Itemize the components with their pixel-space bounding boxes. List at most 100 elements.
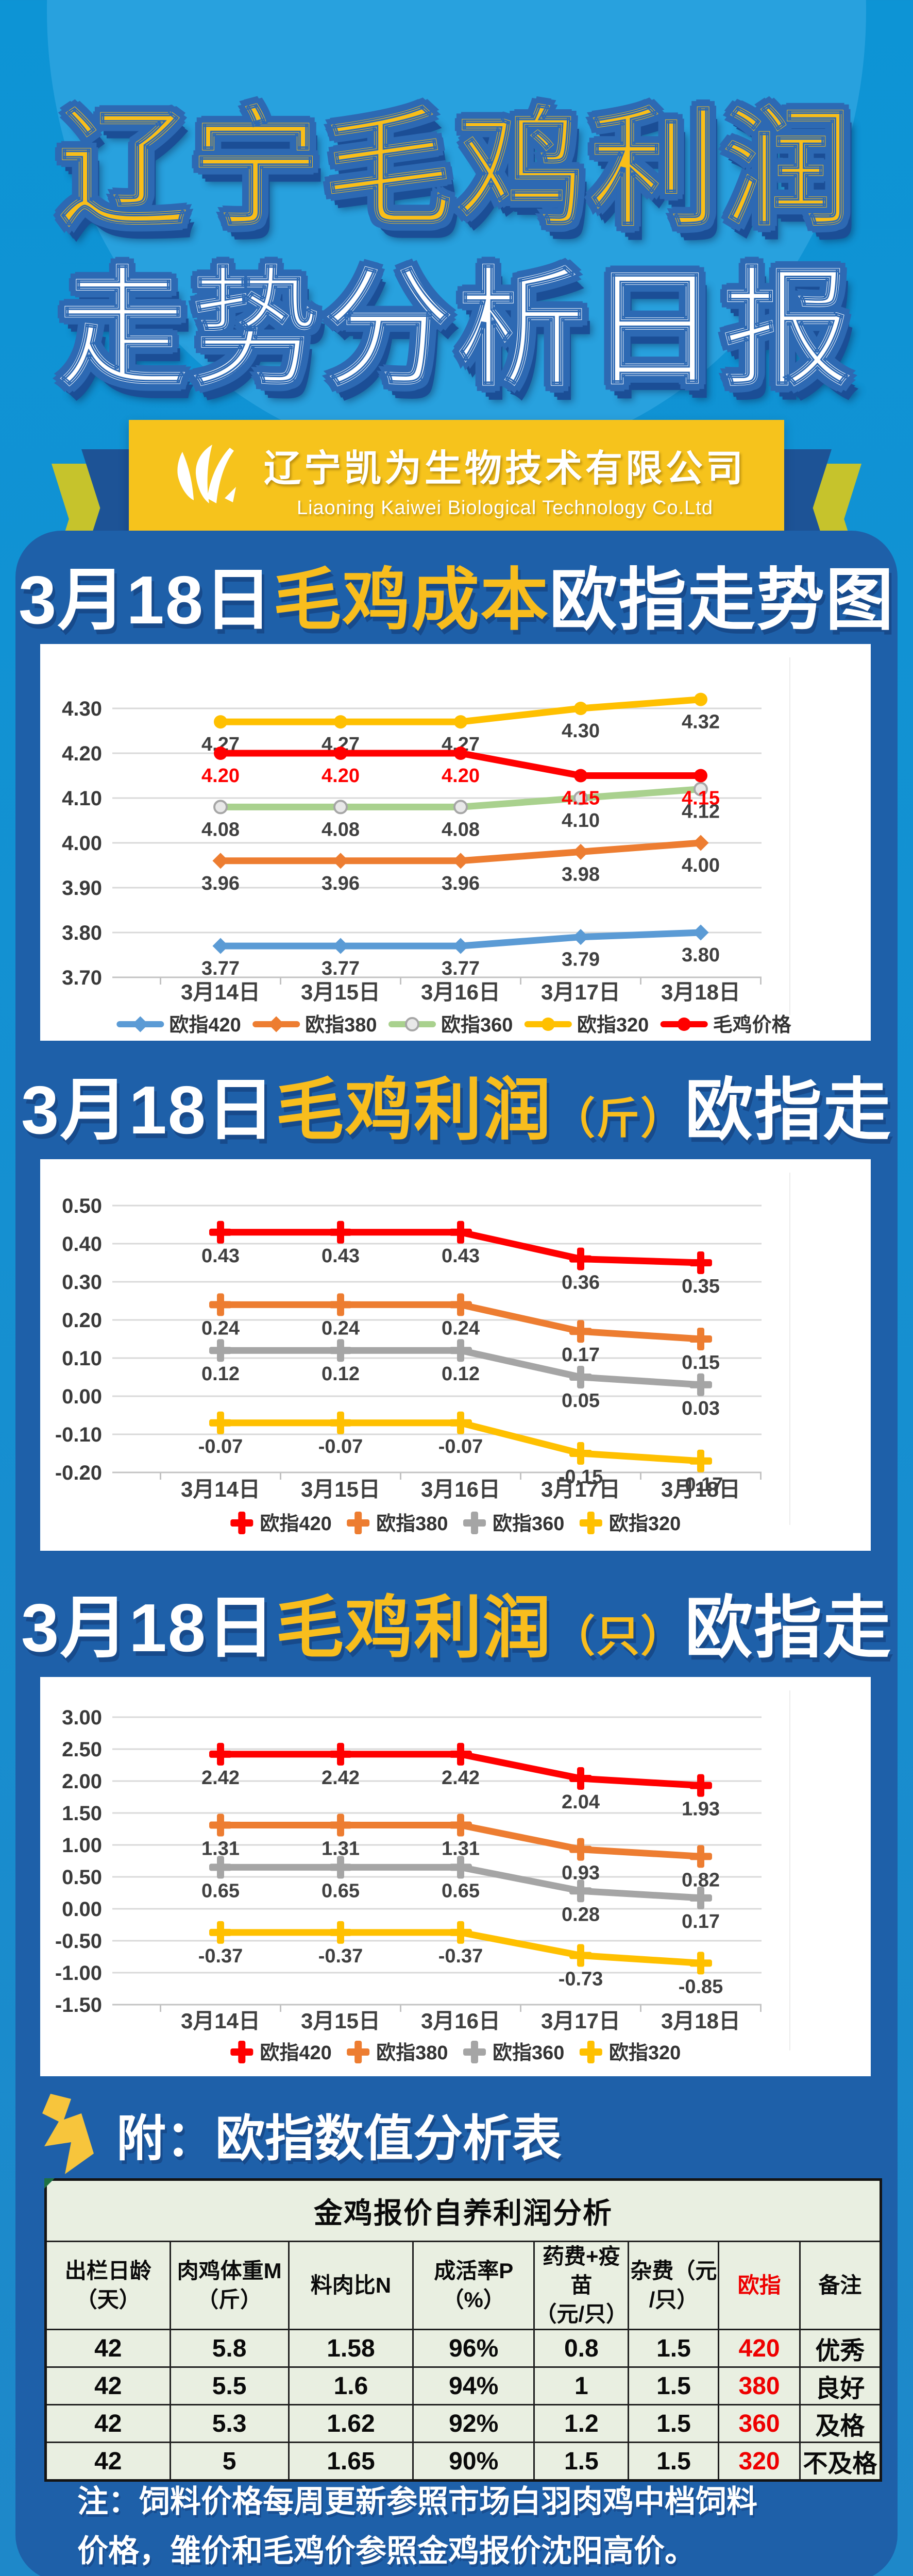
- svg-text:0.28: 0.28: [562, 1904, 600, 1925]
- table-cell: 42: [45, 2442, 171, 2481]
- note-line-2: 价格，雏价和毛鸡价参照金鸡报价沈阳高价。: [77, 2534, 696, 2568]
- svg-text:3月16日: 3月16日: [421, 980, 500, 1004]
- table-cell: 1.62: [288, 2404, 414, 2443]
- table-cell: 5.3: [169, 2404, 290, 2443]
- svg-text:0.65: 0.65: [201, 1880, 240, 1902]
- table-header-row: 出栏日龄 （天） 肉鸡体重M （斤） 料肉比N 成活率P （%） 药费+疫苗 （元/只）…: [45, 2241, 882, 2330]
- svg-text:1.50: 1.50: [62, 1802, 102, 1825]
- svg-text:-0.17: -0.17: [679, 1474, 723, 1496]
- svg-text:欧指320: 欧指320: [577, 1014, 649, 1036]
- svg-text:0.00: 0.00: [62, 1385, 102, 1408]
- table-cell: 92%: [412, 2404, 535, 2443]
- table-cell: 良好: [799, 2366, 882, 2405]
- svg-text:欧指380: 欧指380: [305, 1014, 377, 1036]
- section-title-part: 欧指走势图: [549, 562, 895, 638]
- table-title-row: 金鸡报价自养利润分析: [45, 2179, 882, 2242]
- table-header-cell: 备注: [799, 2241, 882, 2330]
- svg-text:3月17日: 3月17日: [541, 2009, 620, 2033]
- section-title-part: 3月18日: [21, 1072, 276, 1148]
- table-row: 42 5.3 1.62 92% 1.2 1.5 360 及格: [45, 2404, 882, 2443]
- profit-per-bird-chart: 3.00 2.50 2.00 1.50 1.00 0.50 0.00 -0.50 -1.00 -1…: [55, 1690, 790, 2064]
- svg-text:-0.37: -0.37: [318, 1945, 363, 1967]
- svg-text:3月18日: 3月18日: [661, 2009, 740, 2033]
- svg-text:0.50: 0.50: [62, 1866, 102, 1889]
- table-row: 42 5.5 1.6 94% 1 1.5 380 良好: [45, 2366, 882, 2405]
- svg-text:3月14日: 3月14日: [181, 1477, 260, 1501]
- svg-text:欧指380: 欧指380: [376, 2042, 448, 2064]
- table-header-cell: 成活率P （%）: [412, 2241, 535, 2330]
- table-title: 金鸡报价自养利润分析: [45, 2179, 882, 2242]
- svg-text:3月16日: 3月16日: [421, 1477, 500, 1501]
- svg-text:3月15日: 3月15日: [301, 980, 380, 1004]
- svg-text:4.08: 4.08: [442, 819, 480, 840]
- svg-text:0.20: 0.20: [62, 1309, 102, 1332]
- svg-text:-0.07: -0.07: [438, 1436, 483, 1458]
- svg-text:4.10: 4.10: [62, 787, 102, 810]
- svg-text:0.12: 0.12: [201, 1363, 240, 1385]
- svg-text:2.42: 2.42: [201, 1767, 240, 1789]
- table-header-cell: 杂费（元 /只）: [628, 2241, 720, 2330]
- svg-text:3.98: 3.98: [562, 863, 600, 885]
- svg-text:4.08: 4.08: [201, 819, 240, 840]
- svg-text:4.10: 4.10: [562, 810, 600, 832]
- svg-text:2.42: 2.42: [322, 1767, 360, 1789]
- svg-text:-1.00: -1.00: [55, 1962, 102, 1985]
- svg-text:0.50: 0.50: [62, 1195, 102, 1217]
- svg-text:-0.20: -0.20: [55, 1462, 102, 1484]
- table-header-cell: 欧指: [718, 2241, 801, 2330]
- table-cell: 不及格: [799, 2442, 882, 2481]
- svg-text:0.43: 0.43: [442, 1245, 480, 1267]
- table-cell: 5.8: [169, 2329, 290, 2368]
- table-header-cell: 料肉比N: [288, 2241, 414, 2330]
- table-header-cell: 出栏日龄 （天）: [45, 2241, 171, 2330]
- table-row: 42 5 1.65 90% 1.5 1.5 320 不及格: [45, 2442, 882, 2481]
- svg-text:0.40: 0.40: [62, 1233, 102, 1256]
- cost-trend-chart: 4.30 4.20 4.10 4.00 3.90 3.80 3.70 3月14日 3月15日 3月…: [62, 657, 792, 1036]
- svg-text:欧指420: 欧指420: [169, 1014, 241, 1036]
- svg-text:4.30: 4.30: [562, 720, 600, 742]
- table-cell: 1.5: [628, 2366, 720, 2405]
- svg-text:-0.50: -0.50: [55, 1930, 102, 1953]
- svg-text:0.12: 0.12: [322, 1363, 360, 1385]
- svg-text:-0.10: -0.10: [55, 1423, 102, 1446]
- svg-text:0.43: 0.43: [201, 1245, 240, 1267]
- profit-analysis-table-wrap: 金鸡报价自养利润分析 出栏日龄 （天） 肉鸡体重M （斤） 料肉比N 成活率P （%）药…: [44, 2178, 882, 2482]
- svg-text:2.42: 2.42: [442, 1767, 480, 1789]
- table-cell: 42: [45, 2366, 171, 2405]
- svg-text:-0.15: -0.15: [559, 1466, 603, 1488]
- svg-text:0.00: 0.00: [62, 1898, 102, 1921]
- svg-text:0.24: 0.24: [442, 1317, 480, 1339]
- svg-text:0.17: 0.17: [562, 1344, 600, 1366]
- svg-text:-0.73: -0.73: [559, 1969, 603, 1990]
- svg-text:3月14日: 3月14日: [181, 2009, 260, 2033]
- svg-text:4.12: 4.12: [682, 801, 720, 823]
- svg-text:4.20: 4.20: [442, 765, 480, 787]
- svg-text:3月17日: 3月17日: [541, 980, 620, 1004]
- table-cell: 1.5: [628, 2442, 720, 2481]
- table-corner-accent: [44, 2178, 55, 2189]
- svg-text:3月14日: 3月14日: [181, 980, 260, 1004]
- poster-title-line2: 走势分析日报: [57, 257, 855, 402]
- svg-text:欧指420: 欧指420: [260, 1513, 331, 1535]
- svg-text:4.15: 4.15: [562, 788, 600, 809]
- chart-legend: 欧指420 欧指380 欧指360 欧指320: [230, 2041, 681, 2064]
- svg-text:0.15: 0.15: [682, 1352, 720, 1374]
- table-cell: 及格: [799, 2404, 882, 2443]
- svg-text:4.00: 4.00: [682, 855, 720, 876]
- svg-text:0.43: 0.43: [322, 1245, 360, 1267]
- section-title-part: 3月18日: [18, 562, 274, 638]
- table-cell: 420: [718, 2329, 801, 2368]
- svg-text:3月15日: 3月15日: [301, 1477, 380, 1501]
- svg-text:4.08: 4.08: [322, 819, 360, 840]
- svg-text:0.17: 0.17: [682, 1911, 720, 1933]
- table-cell: 42: [45, 2404, 171, 2443]
- table-cell: 90%: [412, 2442, 535, 2481]
- svg-text:3.00: 3.00: [62, 1706, 102, 1729]
- svg-text:欧指320: 欧指320: [609, 1513, 681, 1535]
- svg-text:3.80: 3.80: [62, 922, 102, 944]
- svg-text:欧指360: 欧指360: [493, 1513, 564, 1535]
- section-title-part: 毛鸡利润: [276, 1072, 552, 1148]
- table-cell: 1.2: [533, 2404, 630, 2443]
- svg-text:4.20: 4.20: [62, 742, 102, 765]
- svg-text:4.32: 4.32: [682, 711, 720, 733]
